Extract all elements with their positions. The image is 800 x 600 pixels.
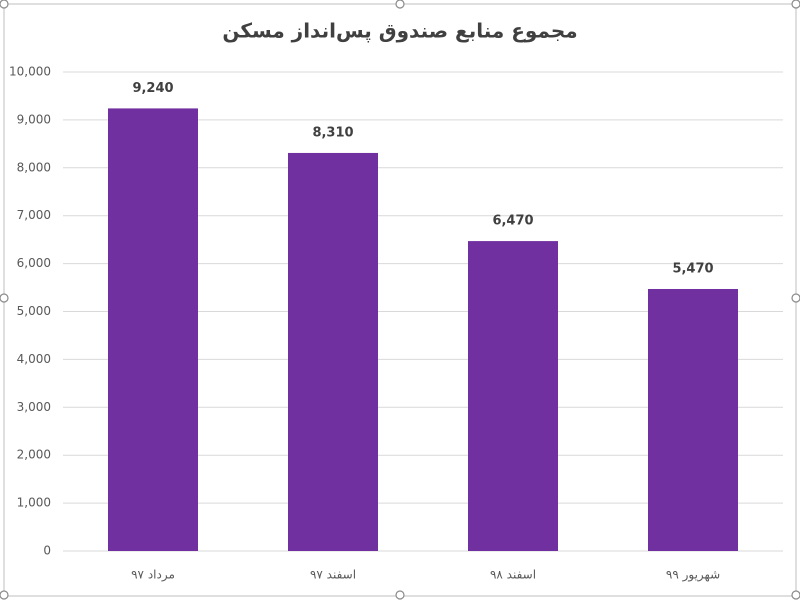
y-tick-label: 3,000	[17, 400, 51, 414]
handle	[791, 0, 800, 9]
bar	[648, 288, 738, 551]
y-tick-label: 9,000	[17, 112, 51, 126]
x-tick-label: اسفند ۹۸	[490, 568, 536, 582]
bar	[468, 241, 558, 551]
y-tick-label: 0	[43, 544, 51, 558]
x-tick-label: شهریور ۹۹	[666, 568, 720, 583]
x-tick-label: اسفند ۹۷	[310, 568, 356, 582]
handle	[395, 590, 405, 600]
bar	[288, 152, 378, 552]
y-tick-label: 2,000	[17, 448, 51, 462]
y-tick-label: 6,000	[17, 256, 51, 270]
data-label: 9,240	[132, 81, 173, 96]
bar	[108, 108, 198, 552]
data-label: 5,470	[672, 261, 713, 276]
handle	[791, 590, 800, 600]
y-tick-label: 8,000	[17, 160, 51, 174]
handle	[0, 0, 9, 9]
handle	[791, 293, 800, 303]
y-tick-label: 10,000	[9, 65, 51, 79]
handle	[395, 0, 405, 9]
y-tick-label: 1,000	[17, 496, 51, 510]
y-tick-label: 7,000	[17, 208, 51, 222]
data-label: 6,470	[492, 214, 533, 229]
data-label: 8,310	[312, 125, 353, 140]
y-tick-label: 5,000	[17, 304, 51, 318]
y-tick-label: 4,000	[17, 352, 51, 366]
chart-title: مجموع منابع صندوق پس‌انداز مسکن	[222, 19, 577, 44]
x-tick-label: مرداد ۹۷	[131, 568, 175, 583]
handle	[0, 590, 9, 600]
handle	[0, 293, 9, 303]
